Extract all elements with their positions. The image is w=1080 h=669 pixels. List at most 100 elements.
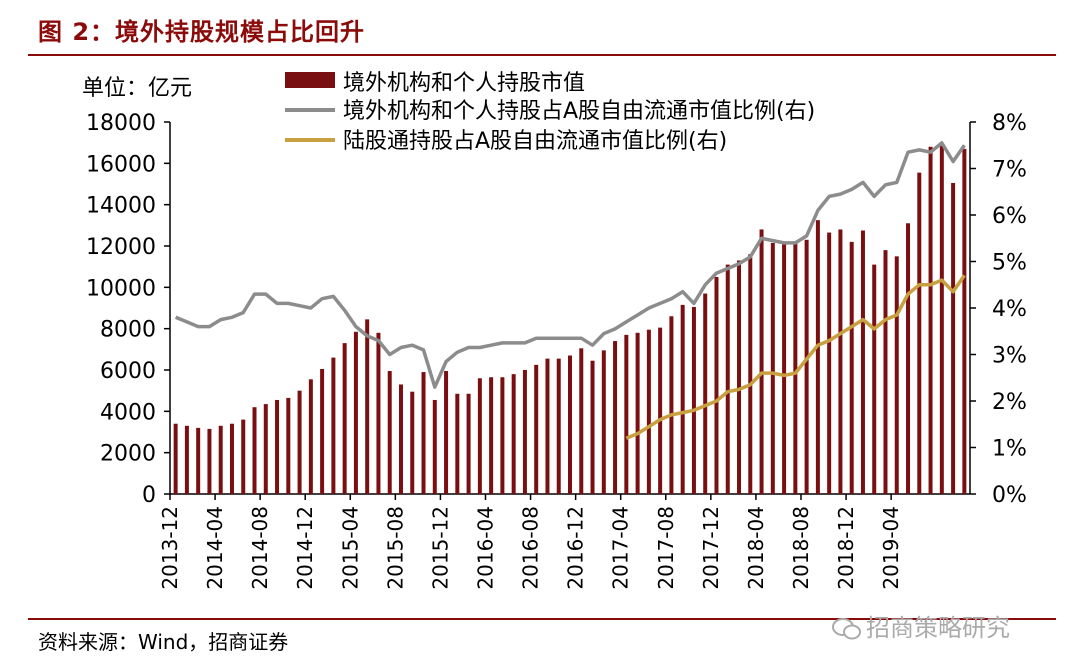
y-left-tick-label: 0 <box>142 483 156 508</box>
wechat-icon <box>832 618 861 640</box>
bar <box>477 378 482 494</box>
y-right-tick-label: 3% <box>992 344 1027 369</box>
bar <box>759 229 764 494</box>
bar <box>511 374 516 494</box>
bar <box>207 428 212 494</box>
bar <box>241 419 246 494</box>
bar <box>635 332 640 494</box>
bar <box>601 350 606 494</box>
y-left-tick-label: 16000 <box>86 152 156 177</box>
bar <box>962 148 967 494</box>
bar <box>770 242 775 494</box>
bar <box>263 404 268 494</box>
bar <box>376 332 381 494</box>
x-tick-label: 2015-04 <box>338 506 362 590</box>
y-left-tick-label: 8000 <box>100 318 156 343</box>
bar <box>353 331 358 494</box>
y-left-tick-label: 10000 <box>86 276 156 301</box>
bar <box>804 239 809 494</box>
y-right-tick-label: 4% <box>992 297 1027 322</box>
y-right-tick-label: 0% <box>992 483 1027 508</box>
bar <box>466 393 471 494</box>
bar <box>365 319 370 494</box>
y-right-tick-label: 8% <box>992 111 1027 136</box>
northbound-ratio-line <box>625 274 966 440</box>
bar <box>398 384 403 494</box>
bar <box>320 368 325 494</box>
legend-swatch-bar <box>285 72 335 88</box>
watermark-text: 招商策略研究 <box>866 614 1010 642</box>
bar <box>906 223 911 494</box>
bar <box>748 254 753 494</box>
bar <box>951 182 956 494</box>
bar <box>703 293 708 494</box>
tick-labels: 0 2000 4000 6000 8000 10000 12000 14000 16000 180… <box>86 111 1027 590</box>
bar <box>410 391 415 494</box>
x-tick-label: 2015-08 <box>383 506 407 590</box>
bar <box>218 425 223 494</box>
bar <box>444 371 449 494</box>
bar <box>387 371 392 494</box>
x-tick-label: 2017-08 <box>654 506 678 590</box>
bar <box>624 334 629 494</box>
bar <box>534 364 539 494</box>
bar <box>680 304 685 494</box>
bar <box>590 360 595 494</box>
bar <box>556 358 561 494</box>
x-tick-label: 2016-12 <box>564 506 588 590</box>
bar <box>737 260 742 494</box>
bar <box>714 277 719 494</box>
bar <box>658 327 663 494</box>
x-tick-label: 2017-12 <box>699 506 723 590</box>
bar <box>782 241 787 494</box>
bar <box>849 241 854 494</box>
bar <box>793 242 798 494</box>
bar <box>545 358 550 494</box>
watermark: 招商策略研究 <box>832 608 1010 643</box>
bottom-rule <box>28 618 1056 620</box>
line-series <box>174 141 966 440</box>
bar <box>184 425 189 494</box>
bar <box>917 172 922 494</box>
bar <box>432 399 437 494</box>
bar <box>613 341 618 494</box>
y-left-tick-label: 14000 <box>86 194 156 219</box>
y-left-tick-label: 2000 <box>100 442 156 467</box>
bar <box>297 390 302 494</box>
bar <box>579 348 584 494</box>
bar <box>691 306 696 494</box>
x-tick-label: 2019-04 <box>879 506 903 590</box>
unit-label: 单位：亿元 <box>82 76 193 101</box>
bar <box>568 355 572 494</box>
bar <box>286 397 291 494</box>
bar <box>928 146 933 495</box>
x-tick-label: 2017-04 <box>609 506 633 590</box>
bar <box>646 329 651 494</box>
figure-title: 图 2：境外持股规模占比回升 <box>38 18 366 46</box>
bar <box>308 379 313 494</box>
bar <box>872 264 877 494</box>
y-left-tick-label: 12000 <box>86 235 156 260</box>
bar <box>522 370 527 494</box>
bar <box>252 407 257 494</box>
bar <box>883 250 888 494</box>
bar <box>173 423 178 494</box>
x-tick-label: 2018-08 <box>789 506 813 590</box>
legend-entry: 境外机构和个人持股市值 <box>343 71 585 96</box>
x-tick-label: 2016-08 <box>519 506 543 590</box>
top-rule <box>28 54 1056 56</box>
y-left-tick-label: 18000 <box>86 111 156 136</box>
y-left-tick-label: 6000 <box>100 359 156 384</box>
bar <box>815 220 820 494</box>
bar-series <box>173 145 967 495</box>
x-tick-label: 2018-12 <box>834 506 858 590</box>
y-right-tick-label: 1% <box>992 437 1027 462</box>
x-tick-label: 2018-04 <box>744 506 768 590</box>
y-right-tick-label: 6% <box>992 204 1027 229</box>
bar <box>229 423 234 494</box>
bar <box>455 393 460 494</box>
bar <box>725 264 730 494</box>
source-note: 资料来源：Wind，招商证券 <box>38 630 289 654</box>
